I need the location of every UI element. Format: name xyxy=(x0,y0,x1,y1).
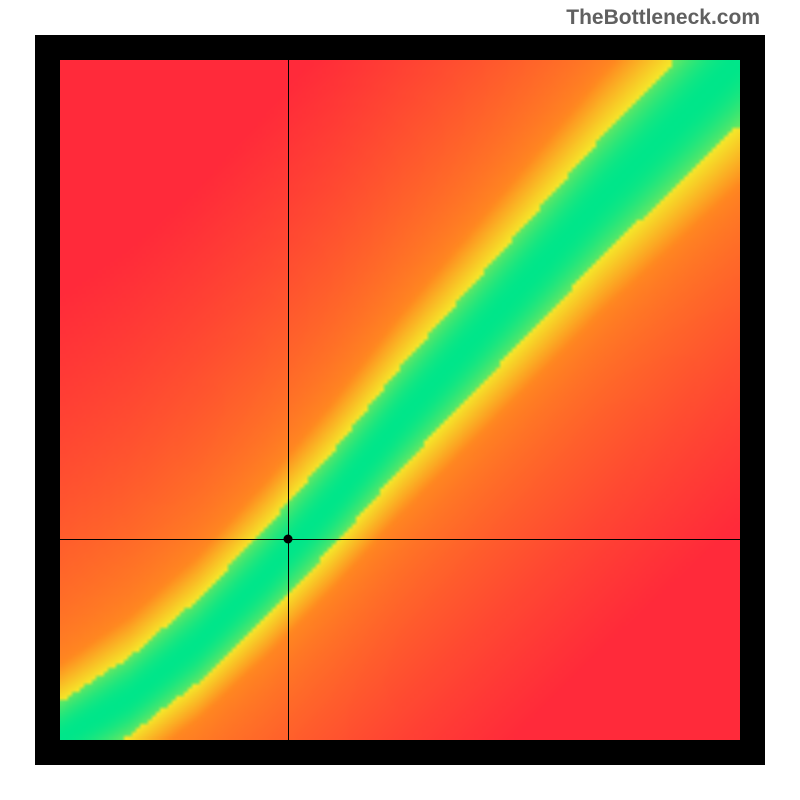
attribution-text: TheBottleneck.com xyxy=(566,6,760,30)
chart-container: TheBottleneck.com xyxy=(0,0,800,800)
plot-area xyxy=(60,60,740,740)
heatmap-canvas xyxy=(60,60,740,740)
crosshair-marker xyxy=(283,535,292,544)
chart-frame xyxy=(35,35,765,765)
crosshair-vertical xyxy=(288,60,289,740)
crosshair-horizontal xyxy=(60,539,740,540)
